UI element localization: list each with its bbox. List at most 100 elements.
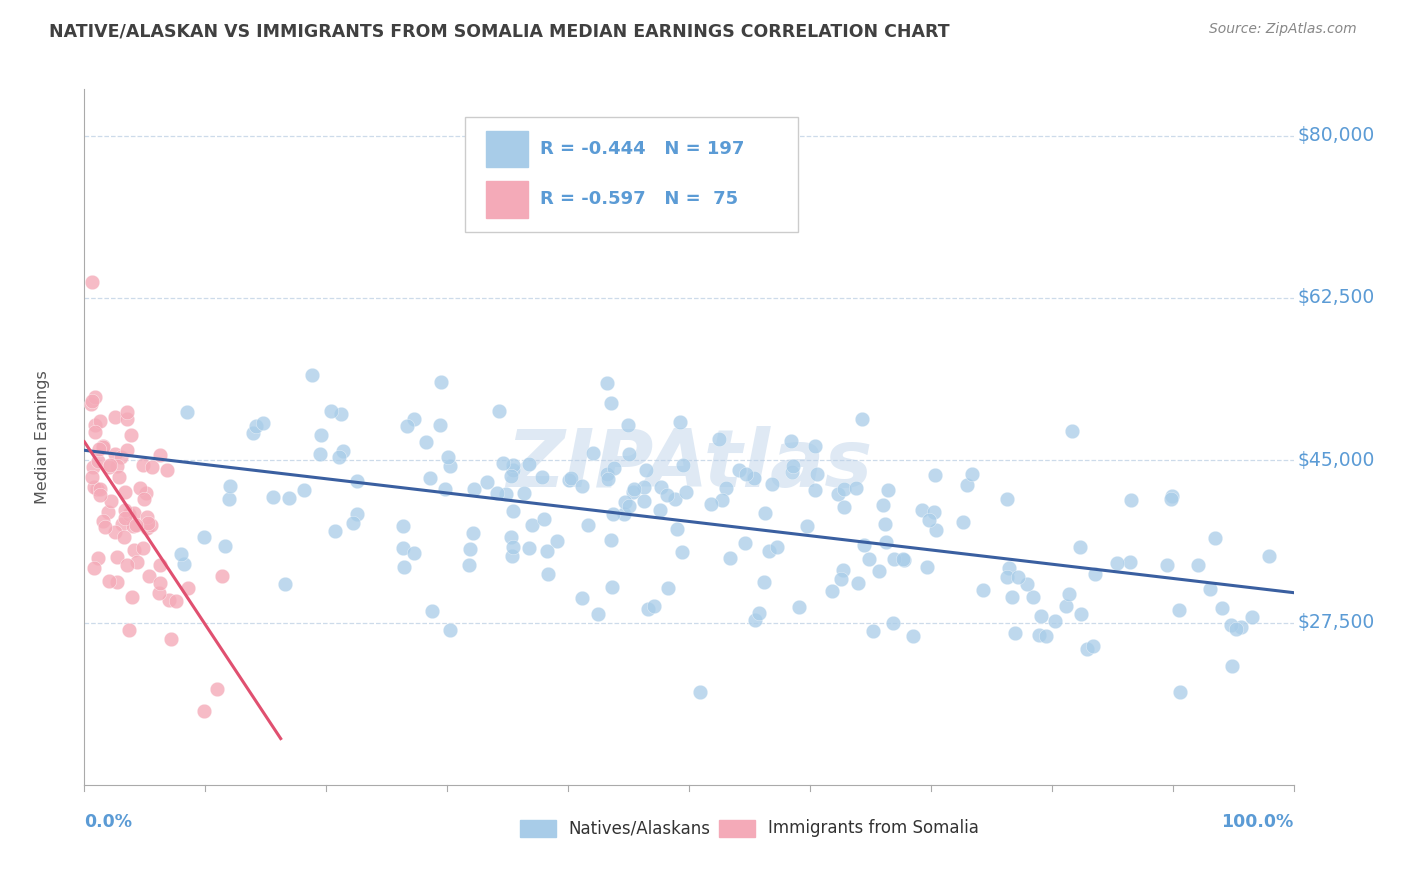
Point bbox=[463, 526, 485, 541]
Text: R = -0.444   N = 197: R = -0.444 N = 197 bbox=[540, 140, 745, 158]
Point bbox=[87, 551, 110, 566]
Point bbox=[830, 572, 852, 586]
Point bbox=[806, 467, 828, 481]
Point bbox=[689, 685, 711, 699]
Point bbox=[1043, 614, 1066, 628]
Text: $45,000: $45,000 bbox=[1298, 450, 1375, 470]
Point bbox=[502, 458, 524, 472]
Point bbox=[132, 541, 155, 556]
Point bbox=[149, 576, 172, 591]
Point bbox=[149, 448, 172, 462]
Point bbox=[157, 593, 180, 607]
Point bbox=[536, 567, 558, 582]
Point bbox=[342, 516, 364, 530]
Point bbox=[114, 484, 136, 499]
Point bbox=[633, 479, 655, 493]
Point bbox=[91, 514, 114, 528]
Point bbox=[875, 535, 897, 549]
Point bbox=[105, 575, 128, 590]
Point bbox=[1076, 641, 1098, 656]
Point bbox=[1204, 531, 1226, 545]
Point bbox=[735, 467, 758, 482]
Point bbox=[321, 404, 343, 418]
Point bbox=[173, 558, 195, 572]
Point bbox=[728, 463, 751, 477]
Bar bbox=[486, 131, 529, 167]
Point bbox=[1241, 609, 1264, 624]
Text: Source: ZipAtlas.com: Source: ZipAtlas.com bbox=[1209, 22, 1357, 37]
Point bbox=[115, 405, 138, 419]
Point bbox=[80, 470, 103, 484]
Point bbox=[91, 440, 114, 454]
Text: $62,500: $62,500 bbox=[1298, 288, 1375, 308]
Point bbox=[332, 444, 354, 458]
Point bbox=[488, 404, 510, 418]
Text: Immigrants from Somalia: Immigrants from Somalia bbox=[768, 820, 979, 838]
Point bbox=[439, 458, 461, 473]
Point bbox=[637, 602, 659, 616]
Point bbox=[177, 582, 200, 596]
Point bbox=[402, 412, 425, 426]
Point bbox=[1035, 629, 1057, 643]
Point bbox=[80, 275, 103, 289]
Point bbox=[149, 558, 172, 573]
Point bbox=[1015, 576, 1038, 591]
Point bbox=[492, 456, 515, 470]
Point bbox=[138, 568, 160, 582]
Point bbox=[165, 594, 187, 608]
Point bbox=[396, 419, 419, 434]
Point bbox=[1121, 492, 1143, 507]
Point bbox=[83, 417, 105, 432]
Point bbox=[218, 492, 240, 507]
Point bbox=[517, 541, 540, 556]
Point bbox=[634, 463, 657, 477]
Point bbox=[520, 517, 543, 532]
Point bbox=[83, 480, 105, 494]
Point bbox=[599, 395, 621, 409]
Point bbox=[821, 584, 844, 599]
Text: 100.0%: 100.0% bbox=[1222, 813, 1294, 830]
Point bbox=[619, 500, 641, 514]
Point bbox=[925, 523, 948, 537]
Point bbox=[82, 459, 104, 474]
Point bbox=[657, 487, 679, 501]
Point bbox=[252, 416, 274, 430]
Point bbox=[176, 405, 198, 419]
Point bbox=[648, 503, 671, 517]
Point bbox=[761, 476, 783, 491]
Point bbox=[80, 397, 103, 411]
Point bbox=[110, 517, 132, 532]
Point bbox=[429, 417, 451, 432]
Point bbox=[107, 458, 129, 473]
Point bbox=[89, 482, 111, 496]
Point bbox=[827, 487, 849, 501]
Point bbox=[657, 581, 679, 595]
Point bbox=[94, 520, 117, 534]
Point bbox=[104, 447, 127, 461]
Point bbox=[311, 428, 333, 442]
Point bbox=[87, 454, 110, 468]
Point bbox=[711, 492, 734, 507]
Point bbox=[98, 574, 121, 589]
Point bbox=[309, 447, 332, 461]
Text: $27,500: $27,500 bbox=[1298, 613, 1375, 632]
Point bbox=[323, 524, 346, 538]
Point bbox=[633, 494, 655, 508]
Point bbox=[780, 465, 803, 479]
Point bbox=[834, 500, 856, 514]
Point bbox=[671, 544, 693, 558]
Point bbox=[402, 546, 425, 560]
Point bbox=[245, 419, 267, 434]
Point bbox=[845, 482, 868, 496]
Point bbox=[214, 539, 236, 553]
Point bbox=[571, 591, 593, 606]
Point bbox=[1004, 625, 1026, 640]
Point bbox=[98, 458, 121, 473]
Point bbox=[1069, 540, 1091, 554]
Point bbox=[754, 506, 776, 520]
Text: R = -0.597   N =  75: R = -0.597 N = 75 bbox=[540, 191, 738, 209]
Text: ZIPAtlas: ZIPAtlas bbox=[506, 425, 872, 504]
Point bbox=[1028, 627, 1050, 641]
Point bbox=[118, 507, 141, 521]
Point bbox=[115, 442, 138, 457]
